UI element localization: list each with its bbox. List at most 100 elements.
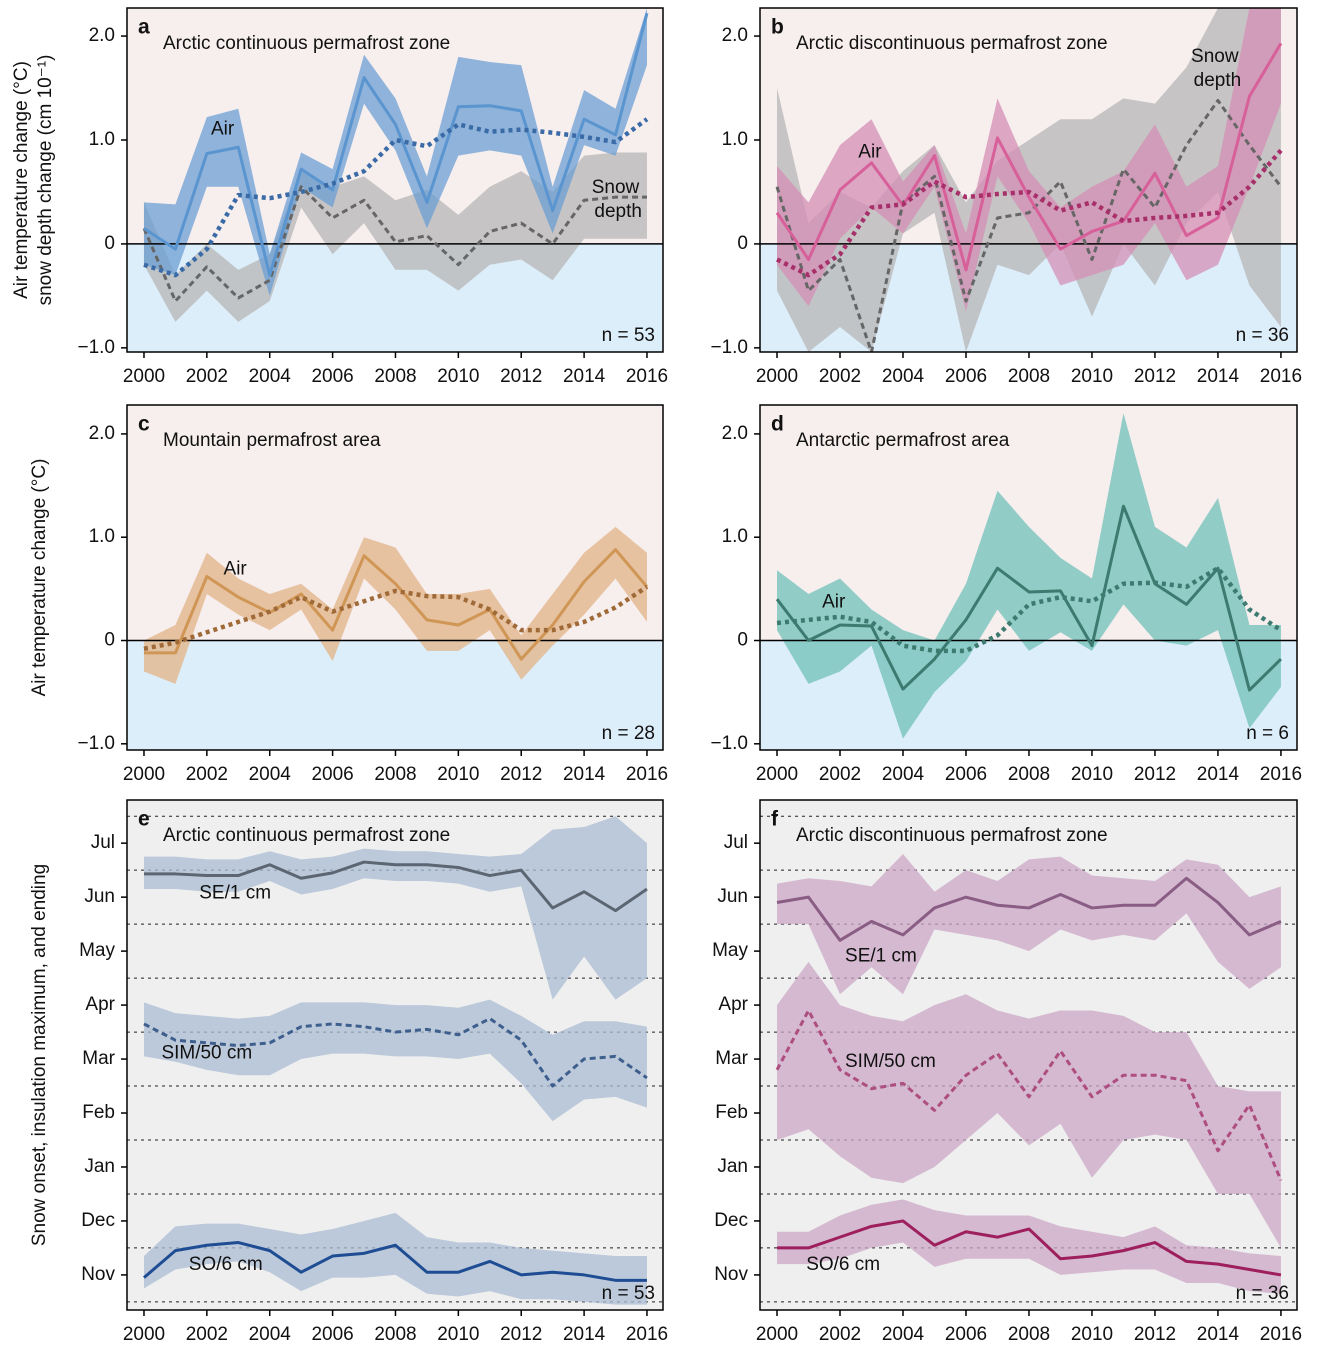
panel-letter: e xyxy=(138,808,150,831)
plot-area xyxy=(760,405,1297,750)
sample-size: n = 53 xyxy=(602,325,655,346)
y-tick-label: 0 xyxy=(104,233,115,254)
x-tick-label: 2006 xyxy=(311,366,353,387)
label-line: Snow xyxy=(592,177,640,198)
y-tick-label: Dec xyxy=(714,1210,748,1231)
trend-line xyxy=(143,117,649,278)
x-tick-label: 2004 xyxy=(249,1324,292,1345)
series-label: SE/1 cm xyxy=(199,882,271,903)
x-tick-label: 2012 xyxy=(500,764,542,785)
x-tick-label: 2016 xyxy=(1260,366,1302,387)
x-tick-label: 2014 xyxy=(563,1324,606,1345)
y-tick-label: Nov xyxy=(714,1264,748,1285)
plot-area xyxy=(127,800,663,1310)
y-tick-label: Jul xyxy=(91,832,115,853)
y-tick-label: 2.0 xyxy=(722,25,748,46)
x-tick-label: 2006 xyxy=(945,1324,987,1345)
panel-title: Arctic discontinuous permafrost zone xyxy=(796,825,1108,846)
x-tick-label: 2000 xyxy=(123,1324,165,1345)
x-tick-label: 2000 xyxy=(756,764,798,785)
y-axis-label: snow depth change (cm 10⁻¹) xyxy=(35,55,56,306)
confidence-band xyxy=(777,8,1281,312)
y-tick-label: 1.0 xyxy=(722,129,748,150)
y-tick-label: Jan xyxy=(717,1156,748,1177)
y-tick-label: 2.0 xyxy=(722,423,748,444)
sample-size: n = 36 xyxy=(1236,325,1289,346)
panel-title: Antarctic permafrost area xyxy=(796,430,1010,451)
x-tick-label: 2004 xyxy=(882,764,925,785)
y-tick-label: −1.0 xyxy=(710,337,748,358)
panel-letter: b xyxy=(771,16,784,39)
x-tick-label: 2016 xyxy=(1260,1324,1302,1345)
trend-line xyxy=(142,185,647,303)
x-tick-label: 2002 xyxy=(819,764,861,785)
x-tick-label: 2012 xyxy=(1134,1324,1176,1345)
x-tick-label: 2016 xyxy=(626,1324,668,1345)
y-tick-label: Feb xyxy=(82,1102,115,1123)
x-tick-label: 2010 xyxy=(1071,1324,1113,1345)
series-line xyxy=(775,42,1283,272)
confidence-band xyxy=(777,413,1281,739)
x-tick-label: 2006 xyxy=(311,764,353,785)
x-tick-label: 2002 xyxy=(819,366,861,387)
x-tick-label: 2004 xyxy=(249,366,292,387)
series-line xyxy=(143,548,649,661)
plot-area xyxy=(760,800,1297,1310)
x-tick-label: 2000 xyxy=(123,366,165,387)
x-tick-label: 2016 xyxy=(1260,764,1302,785)
y-tick-label: 0 xyxy=(104,630,115,651)
series-line xyxy=(775,504,1282,692)
y-tick-label: Apr xyxy=(718,994,748,1015)
x-tick-label: 2012 xyxy=(1134,366,1176,387)
trend-line xyxy=(143,584,649,651)
y-tick-label: Feb xyxy=(715,1102,748,1123)
y-tick-label: Jul xyxy=(724,832,748,853)
y-tick-label: 1.0 xyxy=(89,526,115,547)
x-tick-label: 2004 xyxy=(882,366,925,387)
y-tick-label: 0 xyxy=(737,233,748,254)
x-tick-label: 2010 xyxy=(437,1324,479,1345)
sample-size: n = 28 xyxy=(602,723,655,744)
panel-letter: c xyxy=(138,413,150,436)
panel-letter: d xyxy=(771,413,784,436)
series-label: Snow depth xyxy=(589,177,642,222)
x-tick-label: 2012 xyxy=(500,1324,542,1345)
y-axis-label: Snow onset, insulation maximum, and endi… xyxy=(29,864,50,1246)
series-label: Air xyxy=(858,141,882,162)
x-tick-label: 2014 xyxy=(563,366,606,387)
negative-background xyxy=(127,640,663,750)
y-tick-label: Mar xyxy=(82,1048,115,1069)
x-tick-label: 2012 xyxy=(1134,764,1176,785)
y-tick-label: May xyxy=(79,940,115,961)
series-line xyxy=(776,876,1282,942)
series-line xyxy=(777,1219,1282,1277)
series-label: Air xyxy=(211,119,235,140)
x-tick-label: 2002 xyxy=(186,764,228,785)
series-label: SO/6 cm xyxy=(806,1254,880,1275)
x-tick-label: 2014 xyxy=(1197,764,1240,785)
x-tick-label: 2008 xyxy=(1008,764,1050,785)
y-axis-label: Air temperature change (°C) xyxy=(29,459,50,697)
x-tick-label: 2006 xyxy=(945,366,987,387)
x-tick-label: 2008 xyxy=(374,764,416,785)
x-tick-label: 2008 xyxy=(1008,1324,1050,1345)
series-label: Air xyxy=(822,591,846,612)
confidence-band xyxy=(777,961,1281,1248)
label-line: depth xyxy=(589,201,642,222)
x-tick-label: 2000 xyxy=(123,764,165,785)
y-tick-label: −1.0 xyxy=(710,733,748,754)
x-tick-label: 2002 xyxy=(186,1324,228,1345)
plot-area xyxy=(127,8,663,352)
confidence-band xyxy=(143,8,647,296)
x-tick-label: 2010 xyxy=(1071,366,1113,387)
trend-line xyxy=(776,148,1283,278)
y-tick-label: Apr xyxy=(85,994,115,1015)
y-tick-label: 2.0 xyxy=(89,25,115,46)
panel-letter: a xyxy=(138,16,150,39)
sample-size: n = 6 xyxy=(1246,723,1289,744)
x-tick-label: 2014 xyxy=(1197,366,1240,387)
y-tick-label: −1.0 xyxy=(77,733,115,754)
label-line: depth xyxy=(1188,70,1241,91)
series-line xyxy=(142,1241,647,1282)
series-line xyxy=(143,860,648,913)
